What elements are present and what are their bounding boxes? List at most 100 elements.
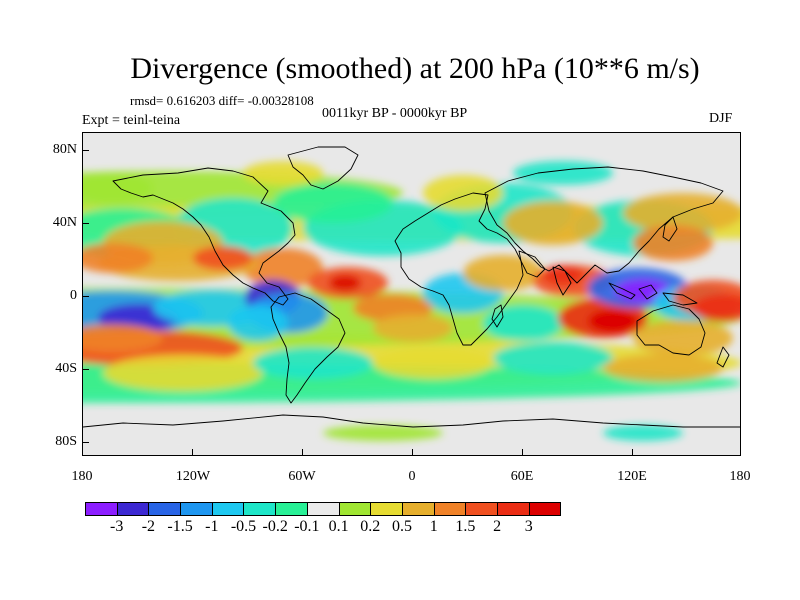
coast-europe-africa [394,192,524,346]
lon-tick [522,449,523,456]
lon-tick [302,449,303,456]
lon-label-120e: 120E [617,469,647,484]
coast-indonesia [608,282,698,306]
colorbar-label: 2 [493,518,502,535]
coast-south-america [270,292,346,404]
coast-madagascar [491,304,504,328]
lat-label-80s: 80S [55,434,77,449]
field-contour [329,275,361,291]
field-contour [623,193,740,233]
lon-tick [192,449,193,456]
lat-tick [82,296,89,297]
colorbar-label: 3 [524,518,533,535]
lat-tick [82,369,89,370]
lon-label-180w: 180 [71,469,93,484]
coast-antarctica [83,414,740,428]
field-contour [603,354,723,382]
experiment-label: Expt = teinl-teina [82,113,181,128]
field-contour [633,225,713,261]
coast-north-america [112,167,296,306]
field-contour [323,425,443,441]
lon-tick [632,449,633,456]
lat-tick [82,223,89,224]
colorbar-swatch [433,502,467,516]
field-contour [483,305,563,341]
colorbar-swatch [148,502,182,516]
coast-asia [484,166,724,284]
colorbar-label: 1.5 [455,518,476,535]
colorbar-label: 0.2 [360,518,381,535]
field-contour [463,255,543,291]
coastlines [83,146,740,428]
field-contour [243,161,323,185]
colorbar-swatch [211,502,245,516]
colorbar-swatch [528,502,562,516]
field-contour [228,305,288,341]
coast-new-zealand [716,346,730,368]
colorbar-label: 0.1 [328,518,349,535]
colorbar-swatch [116,502,150,516]
lon-label-0: 0 [408,469,416,484]
field-contour [603,425,683,441]
map-canvas [83,146,740,441]
coast-greenland [287,146,359,190]
colorbar-swatch [306,502,340,516]
colorbar [85,502,562,516]
colorbar-label: -0.1 [294,518,320,535]
lat-label-0: 0 [70,288,77,303]
lon-label-180e: 180 [729,469,751,484]
colorbar-swatch [180,502,213,516]
field-contour [513,161,613,185]
lat-tick [82,150,89,151]
colorbar-label: -2 [141,518,156,535]
colorbar-swatch [85,502,118,516]
field-contour [193,246,253,270]
colorbar-swatch [243,502,277,516]
season-label: DJF [709,111,733,126]
lon-label-60w: 60W [288,469,316,484]
field-contour [83,173,153,203]
coast-australia [636,304,706,356]
colorbar-label: 1 [429,518,438,535]
coast-japan [662,216,678,242]
field-contour [83,324,163,352]
colorbar-swatch [465,502,498,516]
field-contour [543,265,583,285]
lat-label-40s: 40S [55,361,77,376]
coast-arabia-india [518,250,572,296]
field-contour [423,175,503,211]
colorbar-swatch [496,502,530,516]
colorbar-label: -0.2 [262,518,288,535]
field-contour [103,355,263,391]
colorbar-label: -1.5 [167,518,193,535]
field-contour [503,201,603,245]
field-contour [373,347,493,379]
lon-label-120w: 120W [175,469,211,484]
colorbar-swatch [370,502,403,516]
colorbar-label: 0.5 [392,518,412,535]
field-contour [83,243,153,273]
lat-label-80n: 80N [52,142,77,157]
field-contour [633,320,733,356]
lon-label-60e: 60E [510,469,534,484]
stats-label: rmsd= 0.616203 diff= -0.00328108 [130,93,314,108]
field-contour [693,294,740,322]
field-contour [253,347,373,379]
field-layer [83,161,740,441]
colorbar-swatch [401,502,435,516]
colorbar-label: -1 [205,518,219,535]
field-contour [373,314,453,342]
lat-label-40n: 40N [52,215,77,230]
lon-tick [412,449,413,456]
plot-title: Divergence (smoothed) at 200 hPa (10**6 … [130,52,700,85]
divergence-map [82,132,741,456]
lat-tick [82,442,89,443]
field-contour [273,183,393,223]
colorbar-label: -3 [110,518,124,535]
colorbar-swatch [338,502,372,516]
field-contour [588,309,638,333]
field-contour [493,342,613,374]
period-label: 0011kyr BP - 0000kyr BP [322,106,468,121]
colorbar-label: -0.5 [230,518,257,535]
colorbar-swatch [275,502,308,516]
